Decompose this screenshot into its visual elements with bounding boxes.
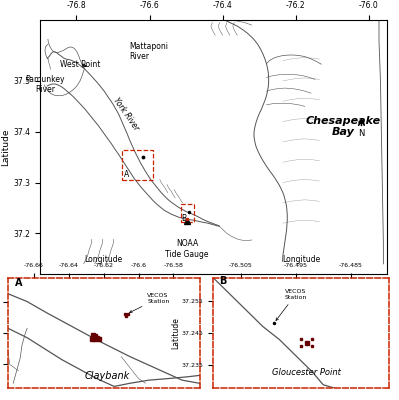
Text: B: B <box>182 214 187 223</box>
Text: A: A <box>15 278 22 288</box>
Text: N: N <box>358 129 365 138</box>
Text: York River: York River <box>111 96 140 132</box>
Bar <box>181 204 194 222</box>
Text: Pamunkey
River: Pamunkey River <box>26 75 65 94</box>
Text: VECOS
Station: VECOS Station <box>276 289 307 320</box>
Text: NOAA
Tide Gauge: NOAA Tide Gauge <box>166 240 209 259</box>
Text: A: A <box>124 170 129 179</box>
Text: Gloucester Point: Gloucester Point <box>272 368 341 377</box>
Text: Claybank: Claybank <box>85 370 130 380</box>
Text: Mattaponi
River: Mattaponi River <box>129 42 168 61</box>
X-axis label: Longitude: Longitude <box>85 255 123 264</box>
Text: Chesapeake
Bay: Chesapeake Bay <box>306 116 381 138</box>
Text: VECOS
Station: VECOS Station <box>130 293 170 313</box>
X-axis label: Longitude: Longitude <box>282 255 320 264</box>
Y-axis label: Latitude: Latitude <box>172 317 180 349</box>
Text: B: B <box>219 276 226 286</box>
Y-axis label: Latitude: Latitude <box>2 128 10 166</box>
Text: West Point: West Point <box>60 60 100 69</box>
Bar <box>122 150 153 180</box>
